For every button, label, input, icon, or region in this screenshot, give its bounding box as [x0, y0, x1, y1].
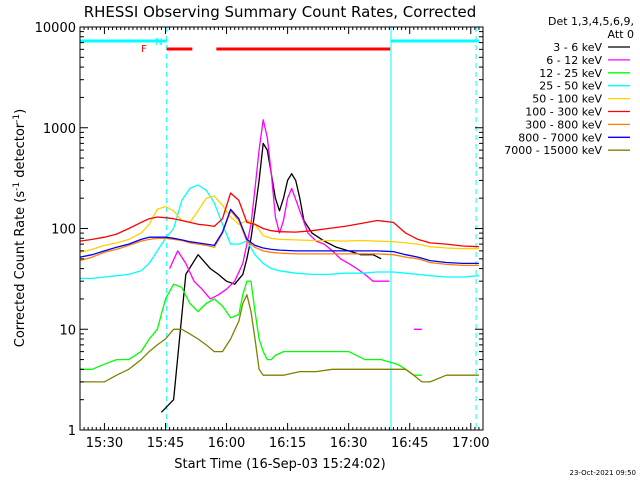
legend-label-0: 3 - 6 keV	[553, 41, 602, 54]
legend-label-2: 12 - 25 keV	[539, 67, 602, 80]
series-line-4	[79, 195, 479, 253]
x-axis-label: Start Time (16-Sep-03 15:24:02)	[174, 457, 385, 472]
legend-label-4: 50 - 100 keV	[532, 93, 602, 106]
series-line-0	[160, 142, 382, 413]
chart-title: RHESSI Observing Summary Count Rates, Co…	[84, 3, 477, 21]
series-line-8	[80, 294, 479, 383]
x-tick-label-6: 17:00	[452, 436, 489, 451]
y-tick-label-3: 1000	[43, 122, 76, 137]
y-tick-label-2: 100	[51, 223, 76, 238]
series-line-7	[79, 208, 479, 265]
y-axis-label-sup1: -1	[12, 182, 22, 191]
legend-label-5: 100 - 300 keV	[525, 106, 602, 119]
series-line-3	[80, 184, 479, 280]
y-tick-label-1: 10	[59, 323, 76, 338]
y-tick-label-4: 10000	[35, 21, 76, 36]
x-tick-label-0: 15:30	[86, 436, 123, 451]
flare-flag-label: F	[141, 44, 147, 55]
series-line-2	[80, 280, 422, 376]
series-line-5	[79, 192, 479, 248]
legend-label-8: 7000 - 15000 keV	[504, 144, 602, 157]
legend-label-7: 800 - 7000 keV	[518, 131, 602, 144]
legend-label-3: 25 - 50 keV	[539, 80, 602, 93]
x-tick-label-3: 16:15	[269, 436, 306, 451]
legend-label-1: 6 - 12 keV	[546, 54, 602, 67]
y-axis-label-mid: detector	[13, 122, 28, 182]
axes-layer: 15:30 15:45 16:00 16:15 16:30 16:45 17:00 1 10 10…	[35, 21, 490, 451]
y-axis-label-sup2: -1	[12, 114, 22, 123]
legend-label-6: 300 - 800 keV	[525, 118, 602, 131]
legend-header-1: Det 1,3,4,5,6,9,	[548, 15, 634, 28]
x-tick-label-5: 16:45	[391, 436, 428, 451]
y-axis-label-main: Corrected Count Rate (s	[13, 191, 28, 348]
series-line-1	[169, 119, 422, 330]
x-tick-label-4: 16:30	[330, 436, 367, 451]
y-axis-label: Corrected Count Rate (s-1 detector-1)	[12, 109, 28, 347]
footer-date: 23-Oct-2021 09:50	[570, 469, 636, 477]
y-axis-label-end: )	[13, 109, 28, 114]
series-layer	[79, 119, 479, 413]
state-bar-layer	[80, 39, 479, 51]
x-tick-label-1: 15:45	[147, 436, 184, 451]
legend-header-2: Att 0	[608, 28, 634, 41]
y-tick-label-0: 1	[68, 424, 76, 439]
x-tick-label-2: 16:00	[208, 436, 245, 451]
night-flag-label: N	[155, 37, 162, 48]
